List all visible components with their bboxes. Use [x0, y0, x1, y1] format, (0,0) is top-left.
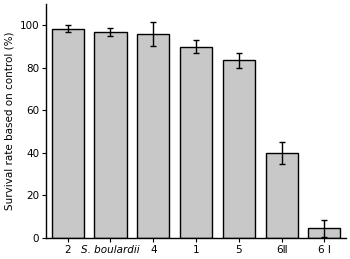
- Bar: [180, 47, 212, 238]
- Bar: [94, 32, 127, 238]
- Bar: [223, 60, 255, 238]
- Bar: [266, 153, 298, 238]
- Y-axis label: Survival rate based on control (%): Survival rate based on control (%): [4, 32, 14, 210]
- Bar: [52, 28, 84, 238]
- Bar: [308, 228, 341, 238]
- Bar: [137, 34, 169, 238]
